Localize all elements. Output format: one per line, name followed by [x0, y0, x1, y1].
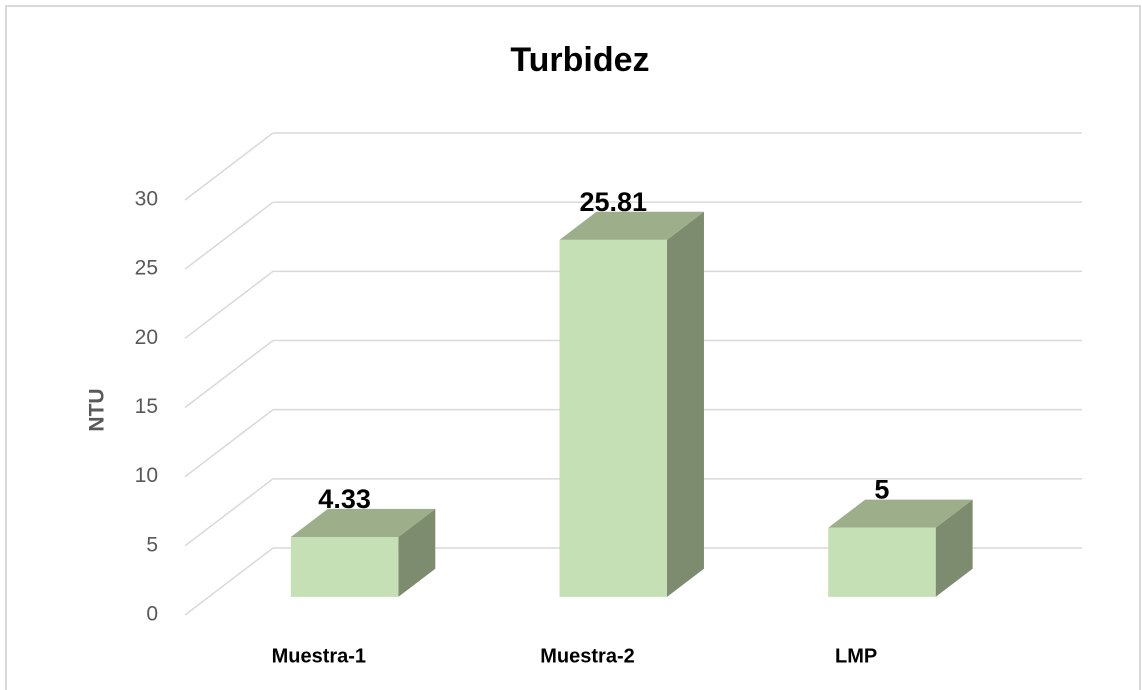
y-tick-label: 0	[146, 603, 158, 626]
y-tick-label: 10	[135, 464, 158, 487]
bar	[828, 527, 936, 597]
grid-line	[184, 132, 274, 201]
grid-line	[184, 270, 274, 339]
grid-line	[184, 409, 274, 478]
x-tick-label: Muestra-1	[272, 645, 366, 667]
bar-top	[559, 211, 704, 240]
y-axis-label: NTU	[86, 388, 109, 431]
bar-top	[828, 499, 973, 528]
y-tick-label: 5	[146, 533, 158, 556]
bar-side	[935, 499, 973, 597]
grid-line	[184, 547, 274, 616]
bar-top	[290, 508, 436, 538]
data-label: 25.81	[579, 187, 647, 217]
grid-line	[184, 478, 274, 547]
y-tick-label: 15	[135, 395, 158, 418]
y-tick-label: 20	[135, 326, 158, 349]
data-label: 4.33	[318, 484, 371, 514]
chart-title: Turbidez	[510, 41, 649, 79]
grid-line	[184, 339, 274, 409]
y-tick-label: 30	[135, 188, 158, 211]
data-label: 5	[874, 475, 889, 505]
x-tick-label: Muestra-2	[540, 645, 634, 667]
x-tick-label: LMP	[835, 645, 877, 667]
bar	[559, 239, 667, 597]
y-tick-label: 25	[135, 257, 158, 280]
bar-side	[666, 211, 704, 597]
bar-side	[398, 508, 436, 597]
bar	[290, 537, 399, 597]
grid-line	[184, 201, 274, 270]
